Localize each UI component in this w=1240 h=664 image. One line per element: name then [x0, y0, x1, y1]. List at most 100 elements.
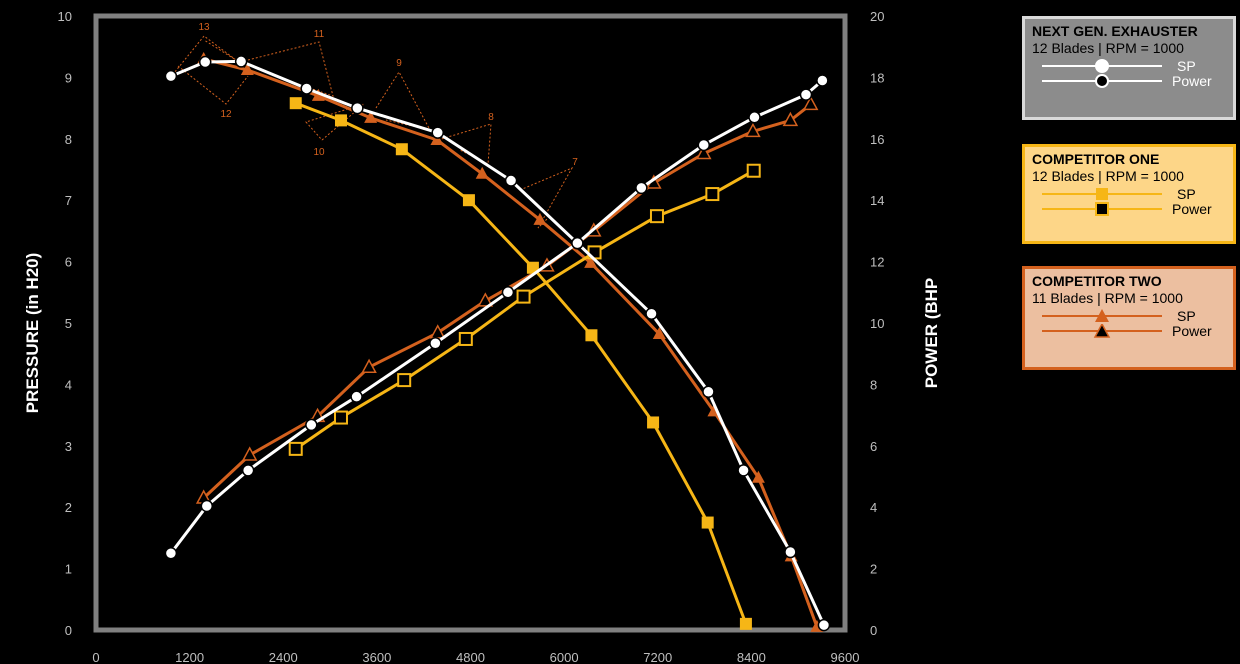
data-point	[816, 74, 829, 87]
data-point	[361, 358, 377, 373]
data-point	[802, 95, 819, 111]
data-point	[240, 63, 254, 76]
y-left-tick-label: 0	[65, 623, 72, 638]
y-left-tick-label: 10	[58, 9, 72, 24]
y-left-tick-label: 6	[65, 255, 72, 270]
data-point	[533, 212, 547, 225]
data-point	[696, 144, 712, 160]
data-point	[462, 194, 475, 207]
data-point	[198, 55, 212, 69]
data-point	[397, 373, 412, 388]
series-competitor-onepower	[288, 163, 761, 456]
legend-row-power: Power	[1032, 74, 1233, 89]
data-point	[737, 464, 750, 477]
data-point	[647, 416, 660, 429]
data-point	[234, 55, 248, 68]
series-next-gen-exhausterpower	[164, 74, 829, 560]
x-tick-label: 6000	[550, 650, 579, 664]
data-point	[635, 181, 648, 195]
legend-sp-label: SP	[1177, 186, 1196, 202]
data-point	[333, 410, 348, 425]
data-point	[395, 143, 408, 156]
legend-competitor-two: COMPETITOR TWO 11 Blades | RPM = 1000 SP…	[1022, 266, 1236, 370]
data-point	[164, 547, 178, 560]
data-point	[164, 69, 178, 83]
x-tick-label: 8400	[737, 650, 766, 664]
y-right-tick-label: 8	[870, 377, 877, 392]
legend-competitor-one: COMPETITOR ONE 12 Blades | RPM = 1000 SP…	[1022, 144, 1236, 244]
data-point	[697, 138, 711, 152]
x-tick-label: 3600	[362, 650, 391, 664]
data-point	[200, 499, 214, 513]
y-left-tick-label: 3	[65, 439, 72, 454]
data-point	[475, 166, 489, 179]
legend-sp-label: SP	[1177, 308, 1196, 324]
x-tick-label: 0	[92, 650, 99, 664]
annotation-leader-line	[169, 35, 237, 79]
data-point	[334, 114, 347, 127]
data-point	[430, 133, 444, 146]
data-point	[504, 174, 518, 187]
y-right-axis-title: POWER (BHP	[922, 278, 941, 389]
y-left-tick-label: 8	[65, 132, 72, 147]
data-point	[782, 111, 799, 127]
data-point	[300, 82, 313, 95]
data-point	[364, 110, 378, 123]
legend-subtitle: 11 Blades | RPM = 1000	[1032, 290, 1183, 306]
legend-row-sp: SP	[1032, 187, 1233, 202]
y-right-tick-label: 18	[870, 70, 884, 85]
data-point	[649, 209, 664, 224]
x-tick-label: 2400	[269, 650, 298, 664]
y-left-tick-label: 9	[65, 70, 72, 85]
y-right-tick-label: 12	[870, 255, 884, 270]
data-point	[784, 545, 797, 559]
series-next-gen-exhaustersp	[164, 55, 831, 632]
data-point	[746, 163, 761, 178]
data-point	[748, 111, 761, 124]
legend-marker-triangle-filled	[1095, 309, 1109, 322]
x-tick-label: 1200	[175, 650, 204, 664]
y-right-tick-label: 16	[870, 132, 884, 147]
annotation-leader-line	[177, 65, 249, 105]
data-point	[751, 470, 765, 483]
y-left-tick-label: 7	[65, 193, 72, 208]
data-point	[705, 187, 720, 202]
x-tick-label: 7200	[643, 650, 672, 664]
data-point	[458, 331, 473, 346]
annotation-label: 13	[198, 22, 210, 33]
data-point	[701, 516, 714, 529]
data-point	[350, 390, 363, 403]
legend-row-sp: SP	[1032, 309, 1233, 324]
legend-marker-square-filled	[1096, 188, 1108, 200]
data-point	[585, 329, 598, 342]
data-point	[702, 385, 715, 399]
y-right-tick-label: 20	[870, 9, 884, 24]
data-point	[652, 327, 666, 340]
y-right-tick-label: 0	[870, 623, 877, 638]
data-point	[817, 618, 831, 632]
data-point	[311, 88, 325, 101]
legend-title: COMPETITOR ONE	[1032, 151, 1160, 167]
annotation-label: 9	[396, 58, 402, 69]
data-point	[571, 236, 584, 250]
y-left-tick-label: 2	[65, 500, 72, 515]
legend-power-label: Power	[1172, 201, 1212, 217]
legend-marker-circle-filled	[1095, 59, 1109, 73]
legend-next-gen: NEXT GEN. EXHAUSTER 12 Blades | RPM = 10…	[1022, 16, 1236, 120]
data-point	[584, 255, 598, 268]
annotation-label: 12	[220, 109, 232, 120]
legend-row-power: Power	[1032, 324, 1233, 339]
legend-title: NEXT GEN. EXHAUSTER	[1032, 23, 1198, 39]
y-left-axis-title: PRESSURE (in H20)	[23, 253, 42, 414]
data-point	[745, 122, 761, 138]
annotation-leader-line	[305, 103, 365, 141]
x-tick-label: 9600	[831, 650, 860, 664]
legend-power-label: Power	[1172, 73, 1212, 89]
data-point	[289, 97, 302, 110]
data-point	[516, 289, 531, 304]
blade-annotations: 13 12 11 10 9 8 7	[169, 22, 578, 229]
legend-row-power: Power	[1032, 202, 1233, 217]
series-competitor-onesp	[289, 97, 752, 630]
y-right-tick-label: 10	[870, 316, 884, 331]
